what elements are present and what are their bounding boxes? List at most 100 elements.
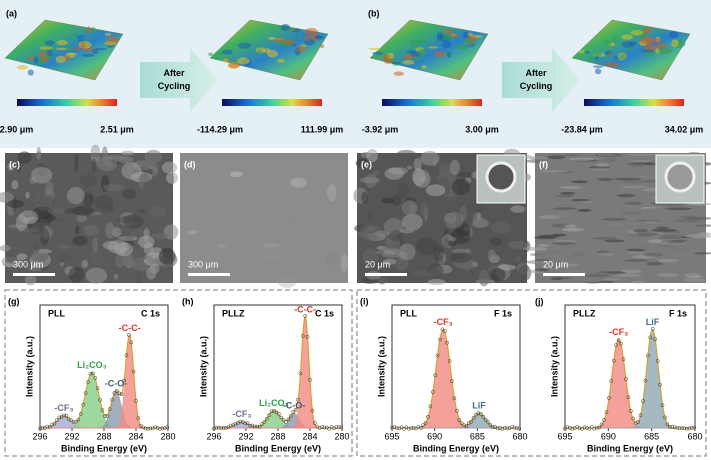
panel-label: (g) (8, 296, 20, 306)
raw-point (495, 426, 500, 431)
raw-point (291, 409, 296, 414)
surface-texture (410, 39, 420, 47)
surface-texture (391, 61, 401, 65)
raw-point (279, 415, 284, 420)
peak-label: -C-C- (119, 323, 141, 333)
surface-texture (613, 56, 618, 60)
sem-texture (564, 154, 579, 157)
raw-point (577, 426, 582, 431)
raw-point (454, 408, 459, 413)
peak-label: Li₂CO₃ (77, 360, 107, 370)
raw-point (233, 421, 238, 426)
colorbar-max: 34.02 μm (665, 124, 704, 134)
raw-point (609, 379, 614, 383)
sem-texture (497, 264, 517, 271)
surface-texture (455, 44, 467, 50)
x-tick-label: 292 (238, 431, 253, 441)
surface-texture (104, 32, 112, 37)
sem-texture (478, 269, 490, 287)
sem-texture (487, 249, 496, 262)
sem-texture (518, 265, 532, 281)
sem-texture (522, 246, 548, 251)
peak-label: -CF₃ (54, 403, 73, 413)
sem-texture (355, 158, 372, 169)
raw-point (146, 426, 150, 431)
sem-texture (443, 236, 449, 255)
x-tick-label: 690 (601, 431, 616, 441)
sem-texture (547, 155, 566, 160)
raw-point (689, 425, 694, 430)
sem-texture (45, 181, 54, 195)
raw-point (392, 425, 397, 429)
sem-texture (685, 216, 711, 220)
region-name: F 1s (669, 308, 687, 318)
surface-texture (368, 47, 382, 51)
sem-texture (466, 202, 486, 212)
raw-point (264, 416, 269, 421)
surface-texture (467, 32, 474, 37)
sem-texture (120, 150, 135, 156)
sem-texture (627, 153, 655, 157)
sem-texture (490, 221, 512, 234)
raw-point (611, 358, 616, 363)
sem-texture (633, 228, 648, 233)
sem-texture (367, 225, 376, 232)
sem-texture (403, 200, 410, 216)
raw-point (105, 413, 110, 418)
raw-point (421, 423, 426, 427)
panel-label: (f) (539, 159, 548, 169)
sem-texture (490, 268, 506, 282)
peak-label: -CF₃ (434, 317, 453, 327)
sem-texture (597, 271, 615, 274)
raw-point (129, 340, 134, 345)
sem-image (180, 153, 348, 283)
surface-texture (441, 40, 452, 49)
sem-texture (534, 258, 549, 262)
raw-point (334, 425, 339, 429)
scale-bar (13, 273, 55, 276)
raw-point (568, 426, 572, 430)
sem-texture (115, 253, 126, 268)
sem-texture (397, 149, 416, 158)
raw-point (397, 426, 402, 431)
peak-label: -CF₃ (232, 409, 251, 419)
sem-texture (445, 193, 456, 202)
sem-texture (415, 237, 438, 256)
sem-texture (229, 171, 243, 178)
raw-point (426, 414, 430, 419)
sem-texture (451, 248, 471, 254)
sem-texture (114, 242, 134, 257)
raw-point (565, 425, 570, 430)
sem-texture (382, 251, 401, 258)
surface-texture (640, 36, 654, 44)
raw-point (469, 419, 474, 424)
sem-texture (366, 148, 378, 163)
sem-texture (529, 156, 550, 160)
raw-point (409, 426, 414, 430)
raw-point (221, 426, 226, 431)
raw-point (76, 417, 81, 422)
raw-point (269, 409, 274, 414)
sem-texture (16, 159, 22, 173)
sem-texture (398, 243, 416, 261)
sem-texture (651, 228, 678, 232)
surface-texture (381, 54, 391, 59)
raw-point (293, 407, 298, 412)
scale-text: 300 μm (188, 259, 218, 269)
sem-texture (360, 224, 382, 241)
xps-box (356, 289, 707, 457)
raw-point (54, 418, 59, 423)
sem-texture (471, 219, 490, 228)
scale-text: 300 μm (13, 259, 43, 269)
sem-texture (570, 198, 591, 202)
raw-point (641, 399, 645, 403)
raw-point (150, 426, 155, 431)
x-axis-label: Binding Energy (eV) (235, 443, 321, 453)
sem-texture (161, 161, 178, 174)
arrow (502, 48, 580, 112)
sem-texture (515, 255, 521, 262)
sem-texture (91, 158, 97, 174)
sem-texture (619, 211, 642, 215)
raw-point (62, 413, 66, 418)
surface-texture (81, 53, 95, 57)
